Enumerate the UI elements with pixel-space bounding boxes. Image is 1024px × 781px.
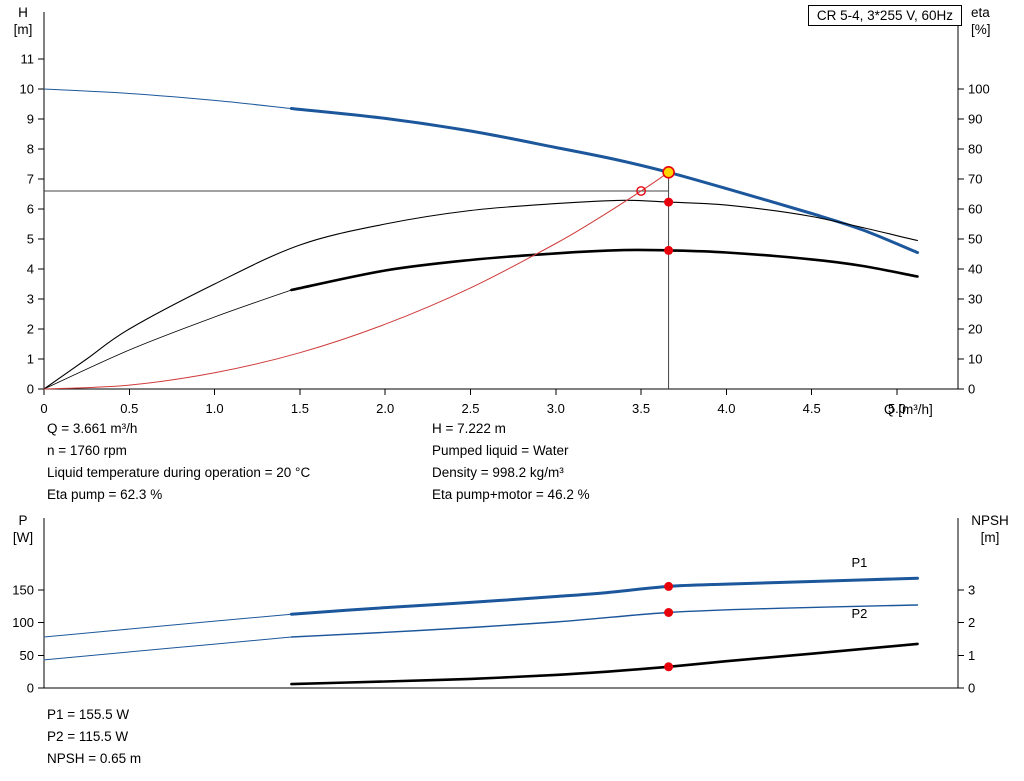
info-line-p2: P2 = 115.5 W [47,729,129,744]
p2-curve-label: P2 [852,606,868,621]
duty-info-right: H = 7.222 m Pumped liquid = Water Densit… [432,418,590,506]
x-tick-label: 2.5 [461,401,479,416]
y-right-tick-label: 3 [968,582,975,597]
power-info: P1 = 155.5 W P2 = 115.5 W NPSH = 0.65 m [47,704,141,770]
info-line-npsh: NPSH = 0.65 m [47,751,142,766]
h-axis-corner: H [m] [6,4,40,38]
eta-pump-motor-extension [43,289,292,390]
y-left-tick-label: 2 [27,322,34,337]
y-left-tick-label: 8 [27,142,34,157]
eta-pump-motor-curve [290,248,919,292]
p-axis-unit: [W] [12,530,34,545]
qh-curve-extension [43,88,292,109]
eta-pump-curve [43,199,919,390]
y-left-tick-label: 3 [27,292,34,307]
y-left-tick-label: 0 [27,681,34,696]
y-left-tick-label: 10 [20,82,34,97]
x-tick-label: 1.5 [291,401,309,416]
x-tick-label: 4.5 [803,401,821,416]
info-line-eta-pump-motor: Eta pump+motor = 46.2 % [432,487,590,502]
info-line-n: n = 1760 rpm [47,443,127,458]
y-left-tick-label: 150 [12,583,34,598]
y-left-tick-label: 5 [27,232,34,247]
h-axis-unit: [m] [13,22,33,37]
p2-curve [290,604,919,638]
p-axis-label: P [18,513,28,528]
y-right-tick-label: 50 [968,232,982,247]
p1-curve [289,576,919,616]
x-tick-label: 2.0 [376,401,394,416]
y-right-tick-label: 30 [968,292,982,307]
qh-eta-chart[interactable]: 0 1 2 3 4 5 6 7 8 9 10 11 0 10 20 30 40 50 60 70 80 90 100 0 0.5… [20,12,990,416]
power-npsh-chart-axes [38,518,964,689]
npsh-axis-label: NPSH [971,513,1009,528]
info-line-eta-pump: Eta pump = 62.3 % [47,487,163,502]
p1-curve-extension [43,613,292,638]
x-tick-label: 5.0 [888,401,906,416]
eta-axis-corner: eta [%] [971,4,991,38]
duty-point[interactable] [662,166,675,179]
y-right-tick-label: 1 [968,648,975,663]
x-tick-label: 4.0 [717,401,735,416]
x-tick-label: 3.0 [547,401,565,416]
y-right-tick-label: 10 [968,352,982,367]
info-line-h: H = 7.222 m [432,421,506,436]
qh-eta-chart-axes [38,12,964,395]
y-right-tick-label: 0 [968,382,975,397]
x-tick-label: 0 [40,401,47,416]
duty-info-left: Q = 3.661 m³/h n = 1760 rpm Liquid tempe… [47,418,310,506]
y-left-tick-label: 11 [21,52,35,67]
y-right-tick-label: 80 [968,142,982,157]
p1-point [664,581,674,591]
p-axis-corner: P [W] [6,512,40,546]
y-left-tick-label: 1 [27,352,34,367]
y-right-tick-label: 0 [968,681,975,696]
y-left-tick-label: 0 [27,382,34,397]
requested-duty-point [636,186,646,196]
y-right-tick-label: 20 [968,322,982,337]
eta-axis-unit: [%] [971,22,991,37]
y-right-tick-label: 2 [968,615,975,630]
eta-pump-point [664,197,674,207]
y-right-tick-label: 90 [968,112,982,127]
power-npsh-chart[interactable]: 0 50 100 150 0 1 2 3 P1 P2 [12,518,975,696]
npsh-point [664,662,674,672]
info-line-pumped-liquid: Pumped liquid = Water [432,443,569,458]
x-tick-label: 0.5 [120,401,138,416]
info-line-p1: P1 = 155.5 W [47,707,130,722]
npsh-axis-corner: NPSH [m] [960,512,1020,546]
p2-point [664,608,674,617]
eta-pump-motor-point [664,245,674,255]
y-left-tick-label: 50 [20,648,34,663]
x-tick-label: 3.5 [632,401,650,416]
y-left-tick-label: 100 [12,615,34,630]
y-left-tick-label: 9 [27,112,34,127]
p2-curve-extension [43,636,292,661]
y-right-tick-label: 100 [968,82,990,97]
npsh-curve [290,642,919,686]
eta-axis-label: eta [971,5,990,20]
y-left-tick-label: 6 [27,202,34,217]
qh-curve [289,107,919,254]
info-line-liquid-temp: Liquid temperature during operation = 20… [47,465,311,480]
y-right-tick-label: 70 [968,172,982,187]
system-curve [43,171,670,390]
npsh-axis-unit: [m] [980,530,1000,545]
info-line-q: Q = 3.661 m³/h [47,421,138,436]
x-tick-label: 1.0 [206,401,224,416]
q-axis-label: Q [m³/h] [884,402,933,417]
y-left-tick-label: 7 [27,172,34,187]
pump-title-box: CR 5-4, 3*255 V, 60Hz [807,5,962,26]
y-right-tick-label: 40 [968,262,982,277]
p1-curve-label: P1 [852,555,868,570]
y-right-tick-label: 60 [968,202,982,217]
info-line-density: Density = 998.2 kg/m³ [432,465,564,480]
y-left-tick-label: 4 [27,262,34,277]
h-axis-label: H [18,5,28,20]
